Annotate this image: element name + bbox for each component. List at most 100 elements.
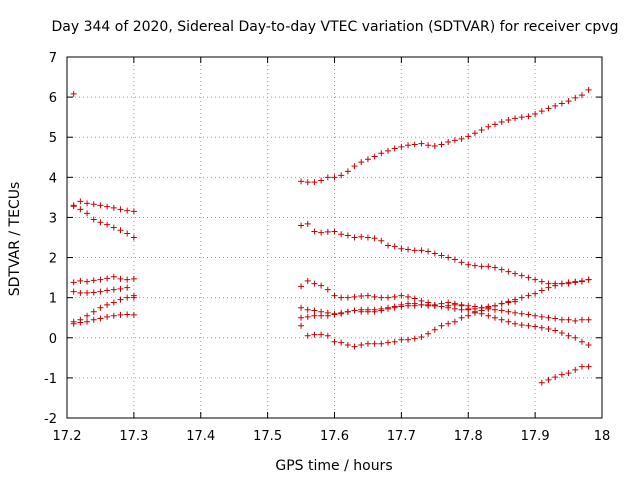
data-point: [351, 163, 358, 170]
data-point: [538, 324, 545, 331]
data-point: [425, 248, 432, 255]
y-tick-label: 2: [49, 252, 57, 267]
data-point: [311, 228, 318, 235]
data-point: [498, 300, 505, 307]
data-point: [104, 313, 111, 320]
data-point: [351, 343, 358, 350]
data-point: [431, 250, 438, 257]
data-point: [552, 315, 559, 322]
data-point: [90, 308, 97, 315]
series-track-G: [298, 86, 592, 186]
data-point: [304, 306, 311, 313]
data-point: [378, 150, 385, 157]
data-point: [90, 289, 97, 296]
y-axis-ticks: -2 -1 0 1 2 3 4 5 6 7: [44, 51, 602, 427]
data-point: [565, 316, 572, 323]
data-point: [572, 278, 579, 285]
data-point: [70, 288, 77, 295]
data-point: [512, 320, 519, 327]
data-point: [324, 286, 331, 293]
data-point: [124, 294, 131, 301]
data-point: [124, 276, 131, 283]
data-point: [331, 292, 338, 299]
data-point: [431, 326, 438, 333]
data-point: [117, 227, 124, 234]
data-point: [130, 292, 137, 299]
data-point: [97, 276, 104, 283]
data-point: [344, 232, 351, 239]
data-point: [351, 293, 358, 300]
data-point: [117, 311, 124, 318]
data-point: [84, 318, 91, 325]
data-point: [338, 309, 345, 316]
data-point: [298, 304, 305, 311]
data-point: [405, 300, 412, 307]
y-tick-label: 1: [49, 292, 57, 307]
data-point: [585, 316, 592, 323]
data-point: [124, 207, 131, 214]
data-point: [124, 230, 131, 237]
data-point: [344, 168, 351, 175]
data-point: [471, 309, 478, 316]
y-axis-label: SDTVAR / TECUs: [7, 182, 23, 297]
x-tick-label: 17.6: [320, 429, 349, 444]
data-point: [97, 288, 104, 295]
data-point: [585, 363, 592, 370]
data-point: [77, 277, 84, 284]
data-point: [318, 177, 325, 184]
data-point: [391, 293, 398, 300]
data-point: [578, 316, 585, 323]
data-point: [104, 203, 111, 210]
data-point: [578, 363, 585, 370]
data-point: [505, 318, 512, 325]
data-point: [418, 140, 425, 147]
data-point: [324, 332, 331, 339]
data-point: [70, 203, 77, 210]
y-tick-label: 6: [49, 91, 57, 106]
data-point: [492, 121, 498, 128]
data-point: [110, 312, 117, 319]
data-point: [485, 312, 492, 319]
data-point: [385, 304, 391, 311]
data-point: [585, 276, 592, 283]
data-point: [298, 178, 305, 185]
data-point: [110, 299, 117, 306]
data-point: [538, 278, 545, 285]
data-point: [324, 228, 331, 235]
data-point: [471, 130, 478, 137]
x-axis-ticks: 17.2 17.3 17.4 17.5 17.6 17.7 17.8 17.9 18: [53, 57, 610, 444]
data-point: [552, 374, 559, 381]
data-point: [465, 305, 472, 312]
data-point: [558, 329, 565, 336]
data-point: [364, 156, 371, 163]
data-point: [585, 86, 592, 93]
data-point: [304, 332, 311, 339]
data-point: [311, 312, 318, 319]
data-point: [498, 118, 505, 125]
data-point: [512, 309, 519, 316]
data-point: [405, 246, 412, 253]
data-point: [465, 133, 472, 140]
data-point: [512, 115, 519, 122]
data-point: [538, 287, 545, 294]
data-point: [518, 272, 525, 279]
data-point: [471, 262, 478, 269]
data-point: [532, 312, 539, 319]
data-point: [358, 293, 365, 300]
data-point: [398, 292, 405, 299]
data-point: [110, 273, 117, 280]
y-tick-label: 4: [49, 171, 57, 186]
data-point: [558, 371, 565, 378]
data-point: [344, 341, 351, 348]
data-point: [124, 311, 131, 318]
data-point: [565, 279, 572, 286]
data-point: [565, 370, 572, 377]
data-point: [578, 277, 585, 284]
data-point: [110, 224, 117, 231]
data-point: [70, 320, 77, 327]
data-point: [425, 302, 432, 309]
data-point: [311, 331, 318, 338]
data-point: [572, 334, 579, 341]
data-point: [311, 280, 318, 287]
